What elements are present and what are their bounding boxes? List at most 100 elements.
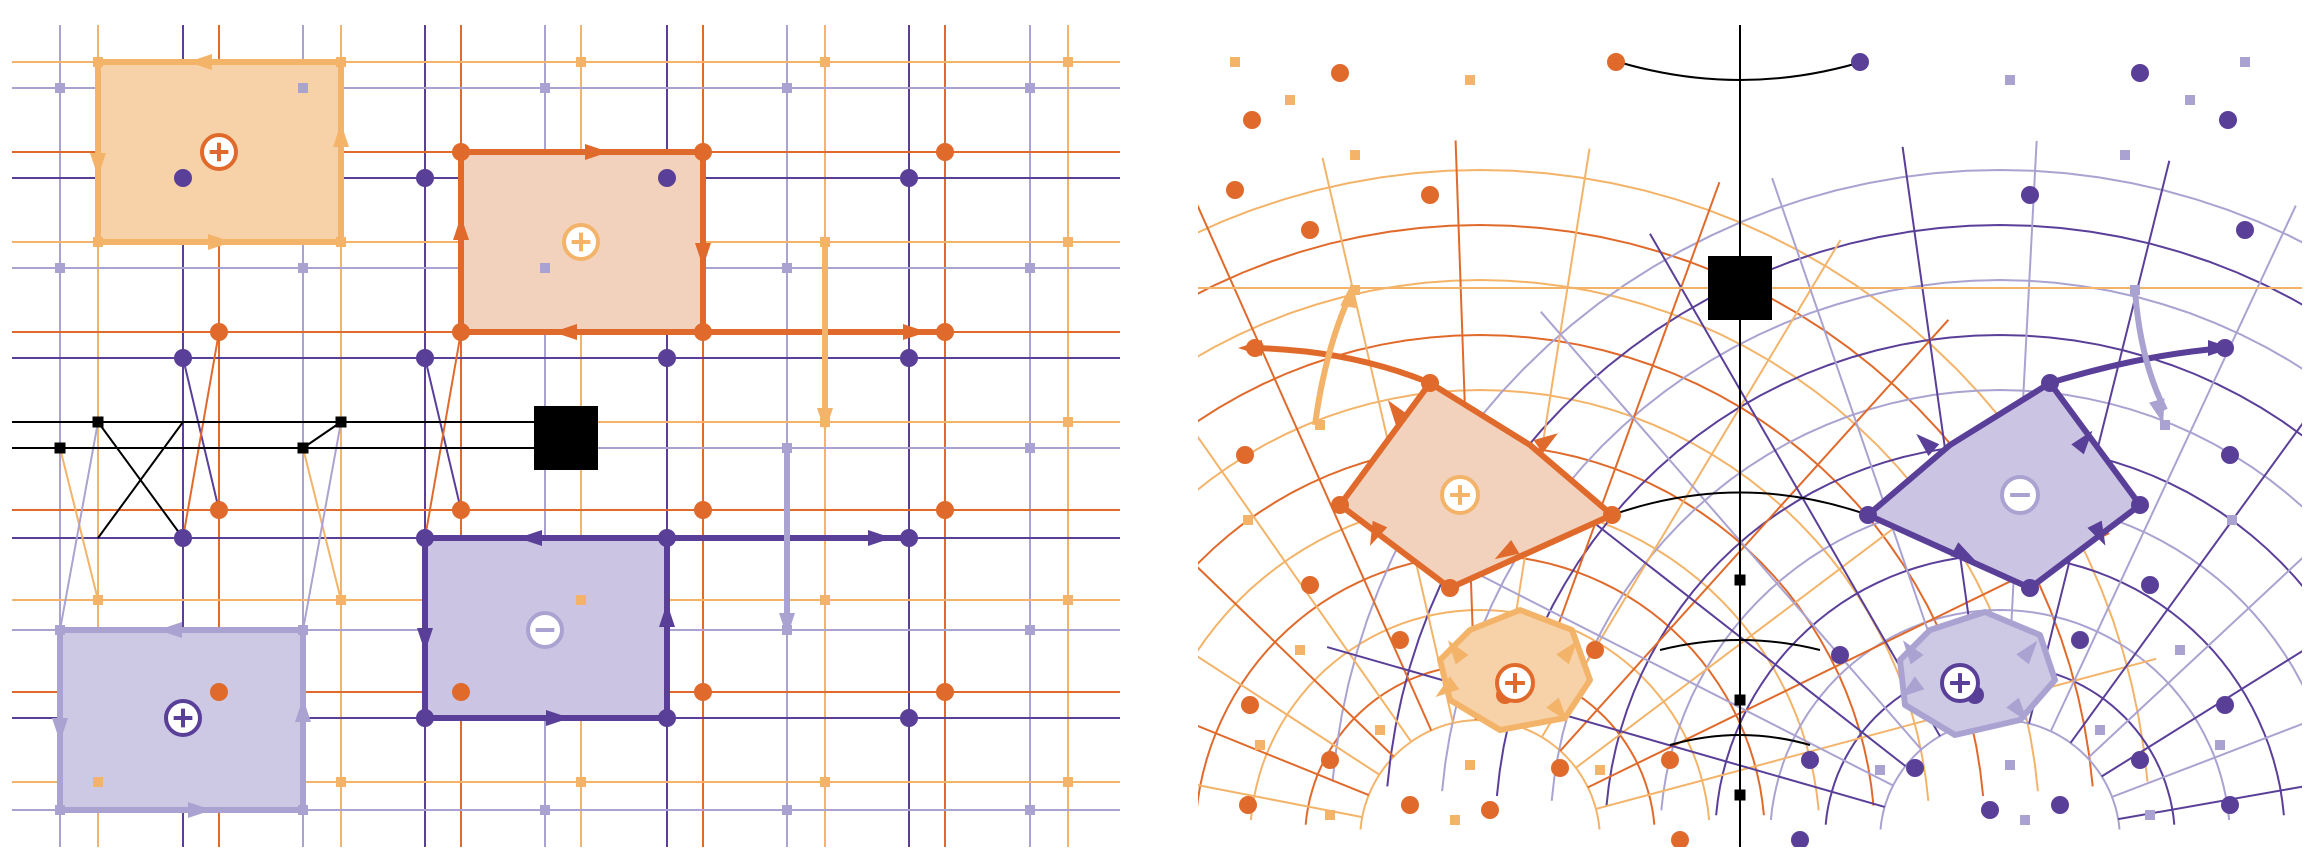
arrow-icon [417, 628, 433, 652]
curved-lattice-ray [2101, 650, 2302, 778]
vertex-site-purple [1791, 831, 1809, 847]
vertex-site-light-orange [1325, 810, 1335, 820]
vertex-site-light-orange [820, 417, 830, 427]
defect-arc [1611, 491, 1869, 516]
vertex-site-light-purple [1025, 443, 1035, 453]
vertex-site-purple [416, 169, 434, 187]
vertex-site-purple [900, 709, 918, 727]
vertex-site-light-purple [782, 263, 792, 273]
string-path [2049, 345, 2226, 386]
lattice-diagonal-line [424, 331, 462, 539]
arrow-icon [868, 530, 892, 546]
arrow-icon [2087, 520, 2106, 546]
vertex-site-light-orange [1350, 150, 1360, 160]
vertex-site-purple [174, 169, 192, 187]
vertex-site-light-purple [1025, 263, 1035, 273]
vertex-site-light-purple [2120, 150, 2130, 160]
vertex-site-orange [452, 323, 470, 341]
arrow-icon [546, 710, 570, 726]
vertex-site-light-orange [1063, 237, 1073, 247]
curved-lattice-ray [1559, 319, 1950, 752]
curved-lattice-ray [1540, 311, 1923, 751]
vertex-site-light-purple [2240, 57, 2250, 67]
plus-charge-icon [1440, 475, 1480, 515]
vertex-site-orange [452, 501, 470, 519]
vertex-site-light-purple [540, 263, 550, 273]
plus-charge-icon [1495, 663, 1535, 703]
vertex-site-purple [900, 529, 918, 547]
vertex-site-light-orange [820, 777, 830, 787]
arrow-icon [1950, 542, 1976, 561]
defect-site [335, 416, 347, 428]
vertex-site-purple [2021, 579, 2039, 597]
vertex-site-orange [1239, 796, 1257, 814]
curved-lattice-ray [1198, 724, 1370, 796]
arrow-icon [1387, 400, 1409, 425]
vertex-site-light-purple [55, 83, 65, 93]
curved-lattice-ray [2049, 205, 2297, 732]
vertex-site-light-orange [93, 57, 103, 67]
vertex-site-orange [1401, 796, 1419, 814]
vertex-site-orange [694, 323, 712, 341]
vertex-site-purple [658, 709, 676, 727]
vertex-site-light-purple [2175, 645, 2185, 655]
vertex-site-light-orange [1230, 57, 1240, 67]
vertex-site-orange [1586, 641, 1604, 659]
vertex-site-orange [1243, 111, 1261, 129]
vertex-site-purple [2021, 186, 2039, 204]
vertex-site-orange [1421, 374, 1439, 392]
defect-arc [1659, 639, 1821, 651]
arrow-icon [1556, 640, 1578, 665]
arrow-icon [2149, 398, 2165, 424]
vertex-site-purple [174, 349, 192, 367]
curved-lattice-arc [1198, 333, 1985, 797]
defect-site [54, 442, 66, 454]
vertex-site-light-orange [576, 595, 586, 605]
vertex-site-light-orange [820, 237, 830, 247]
arrow-icon [1435, 676, 1460, 698]
vertex-site-purple [2236, 221, 2254, 239]
arrow-icon [1546, 697, 1568, 722]
vertex-site-light-purple [55, 805, 65, 815]
vertex-site-light-orange [1295, 645, 1305, 655]
arrow-icon [1494, 539, 1520, 560]
arrow-icon [1902, 640, 1924, 665]
defect-line [302, 421, 342, 449]
arrow-icon [695, 243, 711, 267]
vertex-site-light-purple [2227, 515, 2237, 525]
defect-diagonal [97, 421, 184, 539]
vertex-site-purple [2131, 751, 2149, 769]
vertex-site-orange [1661, 751, 1679, 769]
defect-square-icon [1708, 256, 1772, 320]
string-path [2132, 289, 2168, 412]
vertex-site-purple [2131, 64, 2149, 82]
vertex-site-orange [1551, 759, 1569, 777]
vertex-site-light-orange [820, 595, 830, 605]
defect-arc [1669, 734, 1811, 746]
lattice-diagonal-line [59, 421, 99, 631]
defect-arc [1611, 59, 1869, 81]
vertex-site-orange [1331, 496, 1349, 514]
vertex-site-orange [1391, 631, 1409, 649]
vertex-site-light-orange [1255, 740, 1265, 750]
arrow-icon [1900, 676, 1925, 698]
arrow-icon [553, 324, 577, 340]
vertex-site-light-purple [1025, 625, 1035, 635]
vertex-site-purple [416, 709, 434, 727]
vertex-site-light-orange [1350, 285, 1360, 295]
string-path [1312, 293, 1353, 426]
arrow-icon [1533, 433, 1558, 454]
vertex-site-purple [1851, 53, 1869, 71]
curved-lattice-ray [1198, 784, 1363, 819]
vertex-site-light-purple [2020, 815, 2030, 825]
vertex-site-orange [1607, 53, 1625, 71]
arrow-icon [1916, 433, 1940, 457]
curved-lattice-arc [1495, 333, 2302, 797]
curved-lattice-ray [2087, 557, 2302, 759]
curved-lattice-arc [1249, 608, 1711, 821]
vertex-site-light-orange [1285, 95, 1295, 105]
vertex-site-purple [1801, 751, 1819, 769]
vertex-site-light-purple [2145, 810, 2155, 820]
square-lattice-panel [12, 25, 1120, 847]
